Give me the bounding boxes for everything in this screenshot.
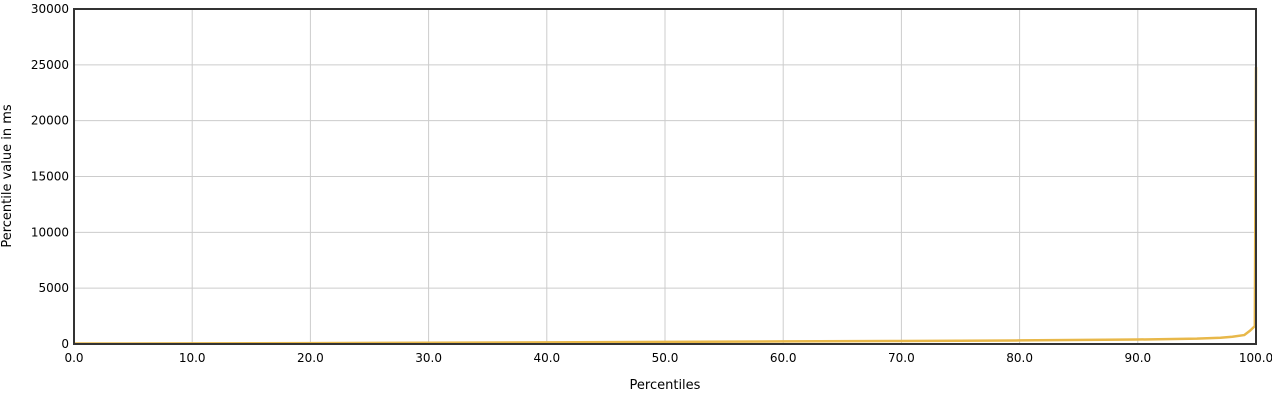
x-axis-title: Percentiles bbox=[630, 378, 701, 393]
x-tick-label: 50.0 bbox=[652, 351, 679, 365]
series-layer bbox=[73, 67, 1258, 345]
y-axis-title: Percentile value in ms bbox=[0, 104, 15, 248]
grid-layer bbox=[73, 8, 1257, 345]
y-tick-label: 5000 bbox=[38, 281, 69, 295]
x-tick-label: 90.0 bbox=[1124, 351, 1151, 365]
x-tick-labels: 0.0 10.0 20.0 30.0 40.0 50.0 60.0 70.0 80.0 90.0 1… bbox=[64, 351, 1272, 365]
series-line bbox=[73, 67, 1258, 345]
y-tick-label: 25000 bbox=[31, 58, 69, 72]
x-tick-label: 40.0 bbox=[533, 351, 560, 365]
x-tick-label: 60.0 bbox=[770, 351, 797, 365]
x-tick-label: 0.0 bbox=[64, 351, 83, 365]
x-tick-label: 30.0 bbox=[415, 351, 442, 365]
x-tick-label: 100.0 bbox=[1239, 351, 1272, 365]
x-tick-label: 80.0 bbox=[1006, 351, 1033, 365]
plot-frame bbox=[73, 8, 1257, 345]
y-tick-label: 15000 bbox=[31, 170, 69, 184]
y-tick-label: 30000 bbox=[31, 2, 69, 16]
x-tick-label: 70.0 bbox=[888, 351, 915, 365]
y-tick-label: 20000 bbox=[31, 114, 69, 128]
x-tick-label: 20.0 bbox=[297, 351, 324, 365]
y-tick-label: 10000 bbox=[31, 225, 69, 239]
x-tick-label: 10.0 bbox=[179, 351, 206, 365]
y-tick-label: 0 bbox=[61, 337, 69, 351]
y-tick-labels: 0 5000 10000 15000 20000 25000 30000 bbox=[31, 2, 69, 351]
